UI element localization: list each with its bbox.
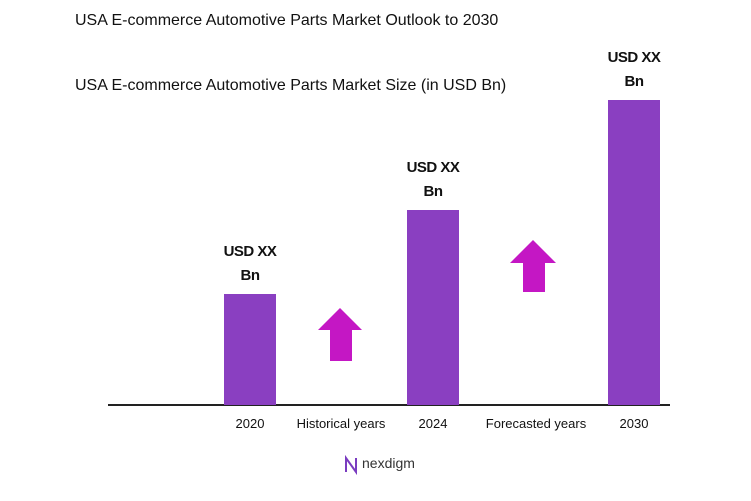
logo: nexdigm [362,455,415,471]
x-tick-label: 2030 [619,416,649,431]
x-tick-label: 2024 [418,416,448,431]
growth-arrow [318,308,362,361]
bar [224,294,276,405]
bar [608,100,660,405]
annotation: Historical years [296,416,386,431]
growth-arrow [510,240,556,292]
value-label: USD XX Bn [607,49,661,90]
logo-icon [345,454,357,476]
x-tick-label: 2020 [235,416,265,431]
value-label: USD XX Bn [406,159,460,200]
chart-subtitle: USA E-commerce Automotive Parts Market S… [75,77,507,94]
value-label: USD XX Bn [223,243,277,284]
chart-title: USA E-commerce Automotive Parts Market O… [75,12,499,29]
annotation: Forecasted years [485,416,587,431]
bar [407,210,459,405]
